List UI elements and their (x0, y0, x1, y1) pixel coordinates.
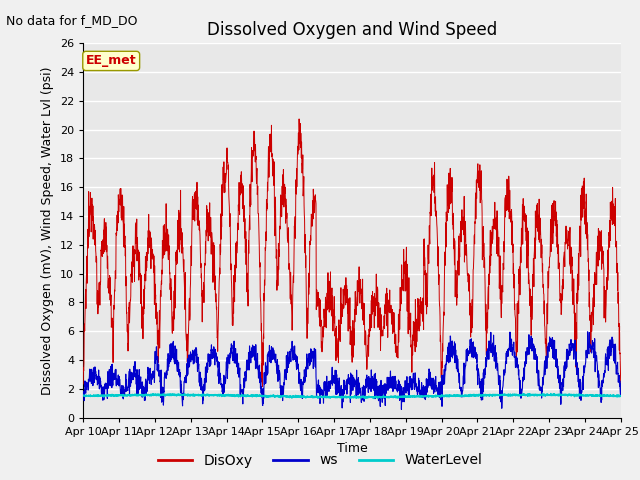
WaterLevel (79, 393, 87, 398)
Legend: DisOxy, ws, WaterLevel: DisOxy, ws, WaterLevel (152, 448, 488, 473)
WaterLevel (547, 391, 555, 396)
DisOxy (229, 318, 237, 324)
DisOxy (508, 218, 516, 224)
ws (617, 381, 625, 387)
ws (79, 392, 87, 397)
ws (584, 329, 591, 335)
ws (570, 346, 577, 351)
DisOxy (570, 290, 577, 296)
ws (585, 349, 593, 355)
WaterLevel (229, 392, 237, 398)
ws (229, 349, 237, 355)
ws (397, 407, 405, 412)
WaterLevel (617, 393, 625, 399)
WaterLevel (585, 393, 593, 398)
Y-axis label: Dissolved Oxygen (mV), Wind Speed, Water Lvl (psi): Dissolved Oxygen (mV), Wind Speed, Water… (42, 66, 54, 395)
DisOxy (380, 324, 387, 329)
ws (379, 390, 387, 396)
WaterLevel (570, 392, 577, 398)
ws (367, 367, 375, 373)
Text: No data for f_MD_DO: No data for f_MD_DO (6, 14, 138, 27)
DisOxy (295, 116, 303, 122)
DisOxy (617, 385, 625, 391)
Line: WaterLevel: WaterLevel (83, 394, 621, 398)
Line: DisOxy: DisOxy (83, 119, 621, 388)
Text: EE_met: EE_met (86, 54, 136, 67)
Line: ws: ws (83, 332, 621, 409)
WaterLevel (508, 393, 516, 398)
ws (508, 352, 516, 358)
WaterLevel (369, 396, 377, 401)
WaterLevel (380, 394, 387, 399)
Title: Dissolved Oxygen and Wind Speed: Dissolved Oxygen and Wind Speed (207, 21, 497, 39)
X-axis label: Time: Time (337, 442, 367, 455)
DisOxy (584, 256, 592, 262)
DisOxy (79, 381, 87, 387)
WaterLevel (367, 395, 375, 400)
DisOxy (368, 324, 376, 330)
